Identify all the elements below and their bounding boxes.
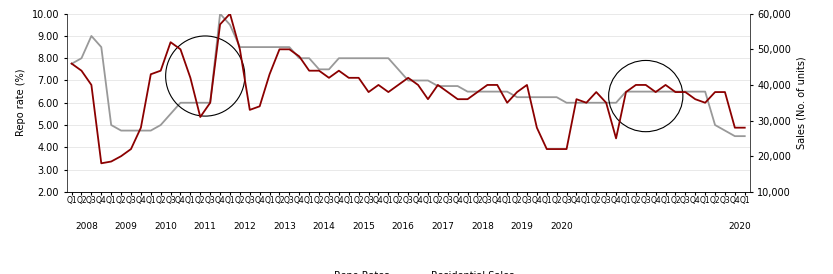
Residential Sales [472, 90, 482, 94]
Repo Rates [116, 129, 126, 132]
Repo Rates [215, 12, 225, 15]
Text: 2018: 2018 [471, 222, 494, 231]
Repo Rates [720, 129, 730, 132]
Text: 2017: 2017 [431, 222, 454, 231]
Repo Rates [740, 135, 750, 138]
Residential Sales [601, 101, 611, 104]
Text: 2015: 2015 [352, 222, 375, 231]
Residential Sales [225, 12, 235, 15]
Text: 2014: 2014 [312, 222, 336, 231]
Residential Sales [186, 76, 196, 79]
Residential Sales [67, 62, 77, 65]
Text: 2013: 2013 [273, 222, 296, 231]
Repo Rates [195, 101, 205, 104]
Residential Sales [205, 101, 215, 104]
Residential Sales [97, 162, 107, 165]
Residential Sales [740, 126, 750, 129]
Repo Rates [176, 101, 186, 104]
Line: Residential Sales: Residential Sales [72, 14, 745, 163]
Line: Repo Rates: Repo Rates [72, 14, 745, 136]
Legend: Repo Rates, Residential Sales: Repo Rates, Residential Sales [298, 267, 518, 274]
Text: 2016: 2016 [392, 222, 415, 231]
Residential Sales [126, 147, 136, 151]
Text: 2020: 2020 [551, 222, 573, 231]
Y-axis label: Sales (No. of units): Sales (No. of units) [797, 56, 807, 149]
Residential Sales [730, 126, 740, 129]
Text: 2012: 2012 [233, 222, 257, 231]
Y-axis label: Repo rate (%): Repo rate (%) [16, 69, 26, 136]
Text: 2020: 2020 [728, 222, 751, 231]
Text: 2019: 2019 [511, 222, 533, 231]
Repo Rates [67, 62, 77, 65]
Text: 2009: 2009 [115, 222, 137, 231]
Text: 2010: 2010 [154, 222, 177, 231]
Repo Rates [462, 90, 472, 93]
Repo Rates [730, 135, 740, 138]
Repo Rates [591, 101, 601, 104]
Text: 2008: 2008 [75, 222, 97, 231]
Text: 2011: 2011 [194, 222, 217, 231]
